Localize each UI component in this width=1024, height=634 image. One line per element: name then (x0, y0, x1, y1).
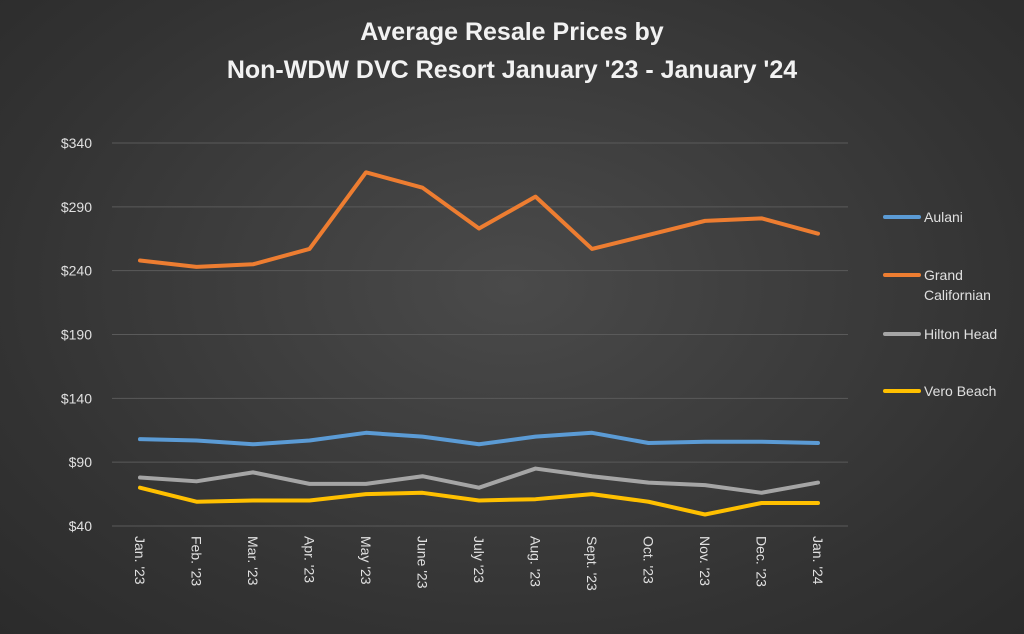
y-tick-label: $140 (61, 390, 92, 406)
legend-label: Hilton Head (924, 326, 998, 342)
y-tick-label: $90 (69, 454, 93, 470)
x-tick-label: Jan. '24 (810, 536, 826, 585)
x-tick-label: Aug. '23 (528, 536, 544, 587)
line (138, 466, 820, 495)
x-tick-label: Nov. '23 (697, 536, 713, 586)
line (138, 430, 820, 447)
x-tick-label: Dec. '23 (754, 536, 770, 587)
x-tick-label: Oct. '23 (641, 536, 657, 584)
y-tick-label: $40 (69, 518, 93, 534)
x-tick-label: May '23 (358, 536, 374, 585)
chart-title: Non-WDW DVC Resort January '23 - January… (226, 56, 798, 84)
y-tick-label: $190 (61, 327, 92, 343)
line (138, 485, 820, 517)
legend-label: Aulani (924, 209, 963, 225)
x-tick-label: Sept. '23 (584, 536, 600, 591)
x-tick-label: Mar. '23 (245, 536, 261, 586)
x-tick-label: Apr. '23 (302, 536, 318, 583)
x-tick-label: Jan. '23 (132, 536, 148, 585)
legend-label: Grand Californian (924, 267, 991, 303)
y-tick-label: $290 (61, 199, 92, 215)
chart-title: Average Resale Prices by (360, 18, 664, 46)
y-tick-label: $340 (61, 135, 92, 151)
line (138, 170, 820, 269)
legend-label: Vero Beach (924, 383, 997, 399)
x-tick-label: Feb. '23 (189, 536, 205, 586)
x-tick-label: July '23 (471, 536, 487, 583)
y-tick-label: $240 (61, 263, 92, 279)
x-tick-label: June '23 (415, 536, 431, 589)
